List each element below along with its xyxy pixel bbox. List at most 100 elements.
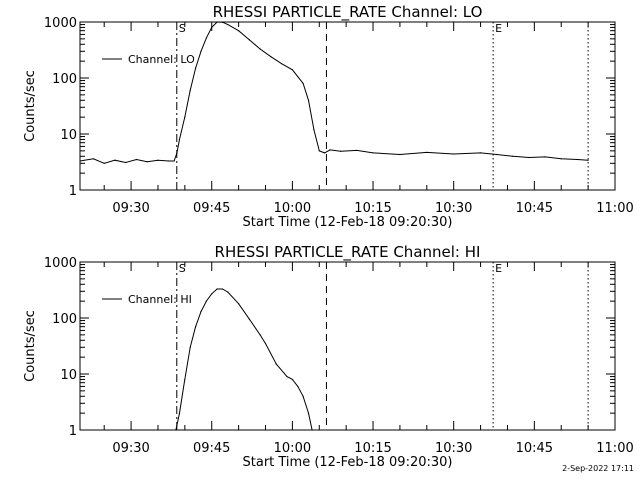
- data-point: [291, 378, 293, 381]
- data-point: [92, 158, 95, 160]
- data-point: [248, 318, 250, 320]
- data-point: [227, 291, 229, 293]
- x-tick-label: 10:15: [354, 441, 391, 456]
- data-point: [587, 159, 589, 161]
- data-point: [103, 162, 105, 164]
- data-point: [238, 303, 240, 305]
- data-point: [211, 293, 213, 295]
- data-point: [544, 156, 546, 158]
- y-tick-label: 1000: [44, 16, 77, 31]
- x-tick-label: 10:15: [354, 201, 391, 216]
- data-point: [479, 152, 482, 154]
- data-point: [178, 138, 181, 141]
- data-point: [146, 161, 148, 163]
- x-tick-label: 10:45: [516, 201, 553, 216]
- x-axis-label: Start Time (12-Feb-18 09:20:30): [243, 215, 453, 230]
- legend-entry: Channel: LO: [128, 53, 195, 66]
- data-point: [275, 363, 277, 365]
- event-marker-label: E: [495, 262, 502, 275]
- data-point: [227, 23, 229, 26]
- data-point: [512, 155, 514, 157]
- chart-title: RHESSI PARTICLE_RATE Channel: LO: [213, 3, 483, 22]
- data-point: [259, 334, 261, 336]
- data-point: [560, 158, 562, 160]
- data-point: [221, 288, 224, 290]
- event-marker-label: S: [179, 22, 186, 35]
- y-tick-label: 1: [69, 184, 77, 199]
- chart-title: RHESSI PARTICLE_RATE Channel: HI: [215, 243, 481, 262]
- data-point: [576, 158, 578, 161]
- x-tick-label: 10:30: [435, 441, 472, 456]
- series-line-hi: [175, 288, 313, 431]
- x-tick-label: 11:00: [596, 441, 633, 456]
- data-point: [248, 39, 250, 41]
- x-tick-label: 10:30: [435, 201, 472, 216]
- x-tick-label: 09:30: [112, 201, 149, 216]
- data-point: [184, 378, 186, 381]
- x-tick-label: 09:45: [193, 201, 230, 216]
- data-point: [200, 50, 202, 52]
- footer-timestamp: 2-Sep-2022 17:11: [562, 464, 634, 473]
- data-point: [135, 158, 138, 161]
- data-point: [176, 152, 178, 155]
- data-point: [238, 30, 240, 32]
- data-point: [178, 412, 181, 414]
- data-point: [307, 412, 310, 414]
- data-point: [195, 326, 197, 328]
- x-tick-label: 09:45: [193, 441, 230, 456]
- data-point: [297, 385, 299, 388]
- data-point: [205, 300, 207, 302]
- data-point: [125, 161, 127, 164]
- data-point: [311, 429, 313, 431]
- y-tick-label: 10: [60, 128, 77, 143]
- data-point: [79, 160, 81, 162]
- y-axis-label: Counts/sec: [23, 70, 38, 142]
- data-point: [173, 160, 175, 162]
- data-point: [286, 375, 288, 378]
- data-point: [318, 150, 320, 152]
- data-point: [399, 153, 401, 156]
- y-tick-label: 100: [52, 72, 77, 87]
- x-tick-label: 10:00: [274, 441, 311, 456]
- plot-frame: [79, 21, 616, 191]
- y-axis-label: Counts/sec: [23, 310, 38, 382]
- data-point: [216, 288, 218, 290]
- y-tick-label: 1: [69, 424, 77, 439]
- x-tick-label: 10:00: [274, 201, 311, 216]
- x-tick-label: 11:00: [596, 201, 633, 216]
- data-point: [211, 26, 213, 29]
- data-point: [307, 99, 310, 101]
- data-point: [302, 395, 304, 397]
- series-line-lo: [79, 21, 589, 164]
- data-point: [496, 153, 498, 156]
- y-tick-label: 10: [60, 368, 77, 383]
- y-tick-label: 100: [52, 312, 77, 327]
- data-point: [313, 128, 315, 131]
- data-point: [114, 159, 116, 161]
- x-tick-label: 10:45: [516, 441, 553, 456]
- data-point: [453, 153, 455, 155]
- x-tick-label: 09:30: [112, 441, 149, 456]
- chart-panel-hi: RHESSI PARTICLE_RATE Channel: HI 09:30 09:…: [23, 243, 634, 470]
- event-marker-label: E: [495, 22, 502, 35]
- data-point: [157, 159, 159, 161]
- data-point: [221, 21, 224, 23]
- data-point: [264, 342, 267, 345]
- data-point: [281, 63, 283, 65]
- data-point: [324, 152, 326, 154]
- data-point: [200, 311, 202, 313]
- data-point: [426, 151, 428, 153]
- legend-entry: Channel: HI: [128, 293, 192, 306]
- data-point: [168, 160, 170, 162]
- data-point: [329, 149, 331, 151]
- data-point: [340, 150, 342, 152]
- data-point: [184, 116, 186, 118]
- data-point: [205, 37, 207, 39]
- data-point: [216, 21, 218, 23]
- chart-panel-lo: RHESSI PARTICLE_RATE Channel: LO 09:30 09:…: [23, 3, 634, 230]
- data-point: [302, 82, 304, 85]
- data-point: [270, 56, 272, 58]
- x-axis-label: Start Time (12-Feb-18 09:20:30): [243, 455, 453, 470]
- data-point: [189, 346, 191, 348]
